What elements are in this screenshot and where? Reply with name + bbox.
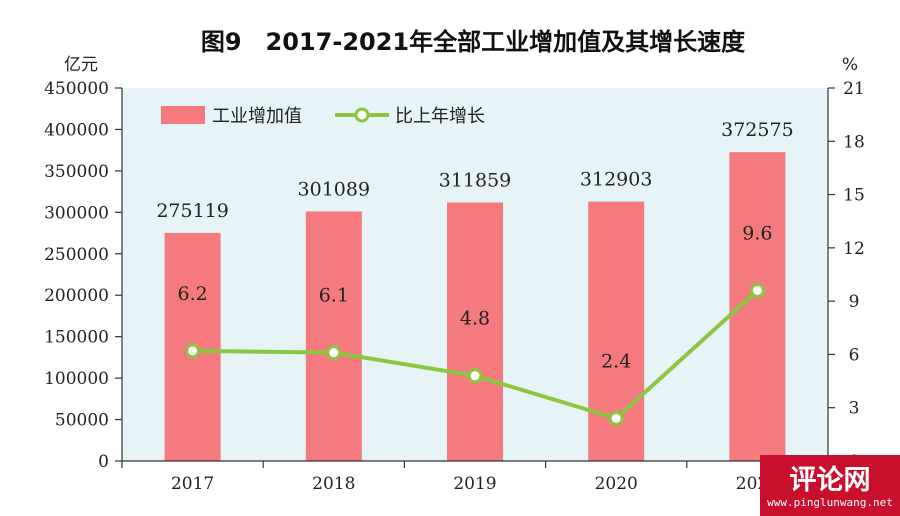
line-data-label: 6.2 (177, 283, 207, 305)
legend-bar-swatch (161, 106, 205, 124)
right-axis-tick-label: 12 (843, 239, 865, 259)
left-axis-tick-label: 100000 (44, 369, 109, 389)
line-point (467, 368, 483, 384)
watermark-url: www.pinglunwang.net (767, 496, 893, 509)
right-axis-tick-label: 18 (843, 132, 865, 152)
left-axis-tick-label: 400000 (44, 120, 109, 140)
watermark: 评论网 www.pinglunwang.net (760, 455, 900, 516)
left-axis-tick-label: 450000 (44, 79, 109, 99)
left-axis-tick-label: 200000 (44, 286, 109, 306)
legend-bar-label: 工业增加值 (212, 106, 302, 127)
line-series: 6.2 6.1 4.8 2.4 9.6 (177, 222, 773, 426)
x-axis: 2017 2018 2019 2020 2021 (121, 460, 829, 494)
bar-data-label: 301089 (298, 178, 371, 200)
line-data-label: 9.6 (742, 222, 772, 244)
line-point (608, 410, 624, 426)
left-axis-tick-label: 50000 (55, 411, 109, 431)
line-data-label: 6.1 (319, 285, 349, 307)
legend-line-label: 比上年增长 (395, 106, 485, 127)
watermark-background (760, 455, 900, 516)
right-axis-tick-label: 21 (843, 79, 865, 99)
x-axis-tick-label: 2019 (453, 474, 496, 494)
x-axis-tick-label: 2020 (595, 474, 638, 494)
bar (305, 211, 362, 461)
bar-data-label: 312903 (580, 169, 653, 191)
right-axis-tick-label: 3 (849, 399, 860, 419)
right-axis-unit: % (842, 55, 858, 75)
chart-title: 图9 2017-2021年全部工业增加值及其增长速度 (201, 28, 746, 56)
right-axis-tick-label: 9 (849, 292, 860, 312)
right-axis-tick-label: 15 (843, 186, 865, 206)
left-axis-tick-label: 0 (98, 452, 109, 472)
x-axis-tick-label: 2017 (171, 474, 214, 494)
bar-data-label: 275119 (156, 200, 229, 222)
legend: 工业增加值 比上年增长 (161, 106, 485, 127)
bar-series: 275119 301089 311859 312903 372575 (156, 119, 794, 461)
line-data-label: 4.8 (460, 308, 490, 330)
bar-data-label: 311859 (439, 170, 512, 192)
line-point (326, 345, 342, 361)
watermark-text: 评论网 (790, 465, 871, 496)
bar (447, 202, 503, 461)
left-axis-unit: 亿元 (64, 55, 98, 75)
left-axis-tick-label: 350000 (44, 162, 109, 182)
left-axis-tick-label: 250000 (44, 245, 109, 265)
x-axis-tick-label: 2018 (312, 474, 355, 494)
line-point (749, 282, 765, 298)
line-data-label: 2.4 (601, 350, 631, 372)
bar-data-label: 372575 (721, 119, 794, 141)
left-axis-tick-label: 300000 (44, 203, 109, 223)
legend-line-marker (354, 107, 370, 123)
left-axis-tick-label: 150000 (44, 328, 109, 348)
line-point (185, 343, 201, 359)
left-axis: 0 50000 100000 150000 200000 250000 300000 3500… (44, 79, 123, 472)
right-axis-tick-label: 6 (849, 345, 860, 365)
